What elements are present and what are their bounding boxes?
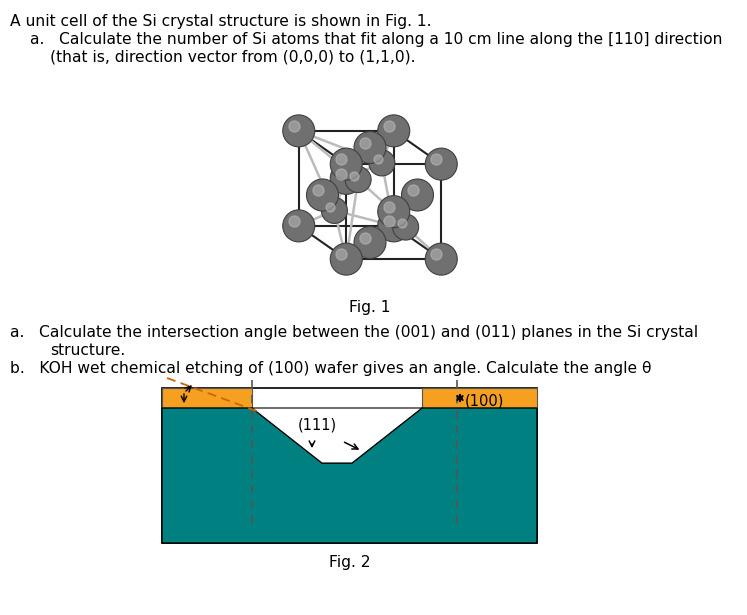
Circle shape [283,210,314,242]
Text: a.   Calculate the number of Si atoms that fit along a 10 cm line along the [110: a. Calculate the number of Si atoms that… [30,32,722,47]
Circle shape [354,132,386,164]
Circle shape [425,243,457,275]
Text: (100): (100) [465,393,504,408]
Circle shape [321,197,347,223]
Circle shape [283,115,314,147]
Circle shape [378,115,410,147]
Circle shape [330,162,362,194]
Circle shape [354,226,386,258]
Circle shape [401,179,433,211]
Text: A unit cell of the Si crystal structure is shown in Fig. 1.: A unit cell of the Si crystal structure … [10,14,432,29]
Circle shape [306,179,338,211]
Circle shape [378,210,410,242]
Circle shape [345,167,371,192]
Circle shape [330,243,362,275]
Text: (that is, direction vector from (0,0,0) to (1,1,0).: (that is, direction vector from (0,0,0) … [50,50,415,65]
Text: Fig. 1: Fig. 1 [350,300,391,315]
Text: b.   KOH wet chemical etching of (100) wafer gives an angle. Calculate the angle: b. KOH wet chemical etching of (100) waf… [10,361,651,376]
Circle shape [378,196,410,228]
Circle shape [425,148,457,180]
Bar [162,388,252,408]
Bar [162,388,537,543]
Bar [422,388,537,408]
Polygon shape [252,408,422,463]
Text: structure.: structure. [50,343,125,358]
Circle shape [369,150,395,176]
Text: Fig. 2: Fig. 2 [329,555,371,570]
Circle shape [393,214,418,240]
Polygon shape [162,408,537,543]
Text: (111): (111) [297,418,337,433]
Circle shape [330,148,362,180]
Text: a.   Calculate the intersection angle between the (001) and (011) planes in the : a. Calculate the intersection angle betw… [10,325,698,340]
